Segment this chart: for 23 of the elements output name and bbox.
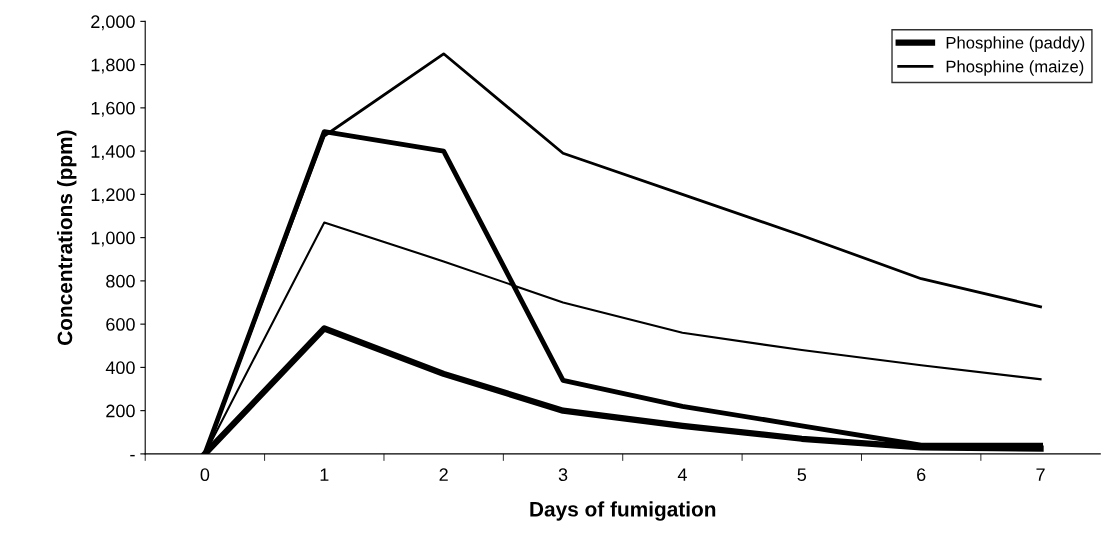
y-tick-label: 1,400 <box>91 145 135 160</box>
y-tick-label: 200 <box>106 404 135 418</box>
y-tick-label: 600 <box>106 318 135 331</box>
y-tick-label: 1,000 <box>91 231 135 247</box>
x-tick-label: 5 <box>797 468 807 482</box>
y-tick-label: - <box>130 454 135 457</box>
x-tick-label: 3 <box>558 468 568 482</box>
y-tick-label: 1,200 <box>91 188 135 204</box>
x-tick-label: 0 <box>200 468 210 482</box>
y-tick-label: 2,000 <box>91 15 135 31</box>
y-tick-label: 1,600 <box>91 101 135 117</box>
y-tick-label: 400 <box>105 361 135 375</box>
x-axis-title: Days of fumigation <box>530 501 716 521</box>
y-tick-label: 1,800 <box>91 58 135 74</box>
y-axis-title: Concentrations (ppm) <box>57 130 77 345</box>
legend-label: Phosphine (paddy) <box>946 36 1085 52</box>
x-tick-label: 7 <box>1036 468 1045 481</box>
x-tick-label: 6 <box>917 468 926 482</box>
y-tick-label: 800 <box>106 274 135 288</box>
x-tick-label: 2 <box>439 468 448 481</box>
x-tick-label: 1 <box>320 468 329 481</box>
x-tick-label: 4 <box>677 468 687 481</box>
legend-label: Phosphine (maize) <box>946 60 1084 76</box>
